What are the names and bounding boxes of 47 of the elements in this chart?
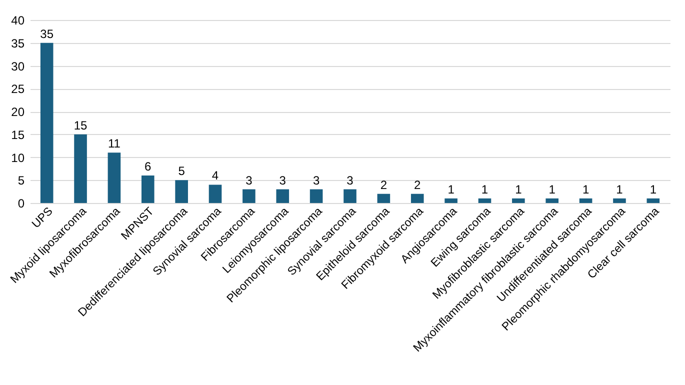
bar bbox=[613, 198, 626, 203]
bar bbox=[546, 198, 559, 203]
y-tick-label: 10 bbox=[11, 150, 25, 165]
bar bbox=[512, 198, 525, 203]
data-label: 1 bbox=[650, 182, 657, 196]
data-label: 1 bbox=[548, 182, 556, 196]
data-label: 11 bbox=[108, 136, 121, 151]
bar bbox=[310, 189, 323, 203]
data-label: 3 bbox=[279, 173, 286, 188]
y-tick-label: 30 bbox=[11, 59, 25, 74]
bar bbox=[646, 198, 660, 203]
data-label: 1 bbox=[481, 182, 488, 196]
y-tick-label: 35 bbox=[11, 36, 25, 50]
bar bbox=[141, 176, 154, 203]
y-tick-label: 0 bbox=[18, 196, 25, 210]
bar bbox=[579, 198, 592, 203]
data-label: 1 bbox=[616, 182, 624, 196]
data-label: 2 bbox=[380, 178, 388, 192]
data-label: 3 bbox=[246, 173, 253, 188]
bar bbox=[377, 194, 390, 203]
bar bbox=[410, 194, 424, 203]
data-label: 1 bbox=[515, 182, 522, 196]
y-tick-label: 5 bbox=[18, 174, 25, 188]
data-label: 15 bbox=[74, 118, 88, 132]
data-label: 4 bbox=[212, 168, 219, 183]
data-label: 3 bbox=[312, 173, 320, 188]
bar bbox=[344, 189, 356, 203]
bar bbox=[276, 189, 290, 203]
bar bbox=[74, 134, 87, 203]
bar bbox=[478, 198, 492, 203]
bar bbox=[175, 180, 188, 203]
y-tick-label: 15 bbox=[11, 128, 25, 142]
bar bbox=[444, 198, 458, 203]
data-label: 1 bbox=[448, 182, 455, 196]
y-tick-label: 25 bbox=[11, 82, 25, 96]
bar bbox=[108, 152, 121, 203]
y-tick-label: 20 bbox=[11, 105, 25, 119]
data-label: 35 bbox=[40, 26, 54, 41]
bar bbox=[40, 42, 54, 203]
bar bbox=[208, 184, 222, 203]
data-label: 3 bbox=[346, 173, 354, 188]
bar bbox=[242, 189, 256, 203]
data-label: 1 bbox=[582, 182, 590, 196]
data-label: 5 bbox=[178, 164, 186, 178]
data-label: 2 bbox=[414, 178, 422, 192]
y-tick-label: 40 bbox=[11, 14, 25, 28]
data-label: 6 bbox=[144, 160, 152, 174]
